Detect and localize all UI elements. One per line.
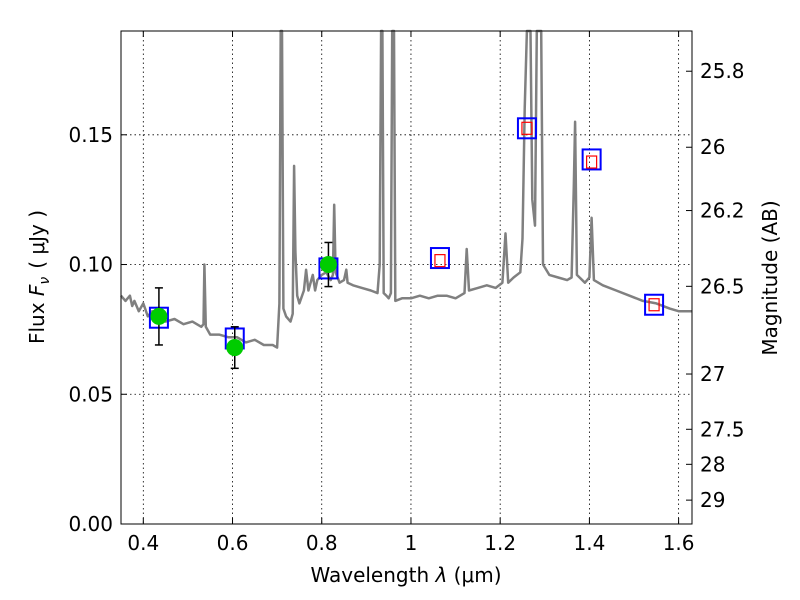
y-tick-label: 0.00 [68,512,113,536]
model-magnitude-marker [429,247,450,270]
x-tick-label: 0.6 [217,531,249,555]
model-magnitude-inner-marker [586,155,598,169]
observed-flux-point [226,339,244,357]
x-tick-label: 1.6 [663,531,695,555]
y-axis-title: Flux Fν( μJy ) [25,210,53,344]
spectrum-line [120,29,692,349]
x-axis: 0.4 0.6 0.8 1 1.2 1.4 1.6 [127,31,695,555]
y-tick-label: 0.15 [68,123,113,147]
model-magnitude-marker [581,148,602,171]
model-magnitude-inner-marker [521,121,533,135]
x-axis-title: Wavelength λ (μm) [310,563,501,587]
x-tick-label: 1.2 [484,531,516,555]
y-tick-label: 0.05 [68,382,113,406]
y2-tick-label: 26.5 [700,274,745,298]
model-magnitude-inner-marker [434,254,446,268]
y2-axis-title: Magnitude (AB) [758,200,782,355]
observed-flux-point [150,307,168,325]
model-magnitude-marker [644,293,665,316]
observed-flux-point [319,256,337,274]
x-tick-label: 1.4 [573,531,605,555]
model-magnitude-inner-marker [648,298,660,312]
spectrum-layer [120,29,692,349]
x-tick-label: 0.4 [127,531,159,555]
y2-tick-label: 27 [700,362,725,386]
model-magnitude-marker [516,117,537,140]
grid [121,31,692,524]
plot-frame [120,30,693,525]
y2-tick-label: 26 [700,135,725,159]
y2-tick-label: 26.2 [700,199,745,223]
x-tick-label: 0.8 [306,531,338,555]
y2-tick-label: 29 [700,488,725,512]
y2-axis: 25.8 26 26.2 26.5 27 27.5 28 29 [686,59,745,512]
y-axis: 0.00 0.05 0.10 0.15 [68,123,127,536]
y2-tick-label: 28 [700,452,725,476]
y-tick-label: 0.10 [68,253,113,277]
y2-tick-label: 27.5 [700,417,745,441]
y2-tick-label: 25.8 [700,59,745,83]
x-tick-label: 1 [405,531,418,555]
marker-layer [148,117,665,370]
